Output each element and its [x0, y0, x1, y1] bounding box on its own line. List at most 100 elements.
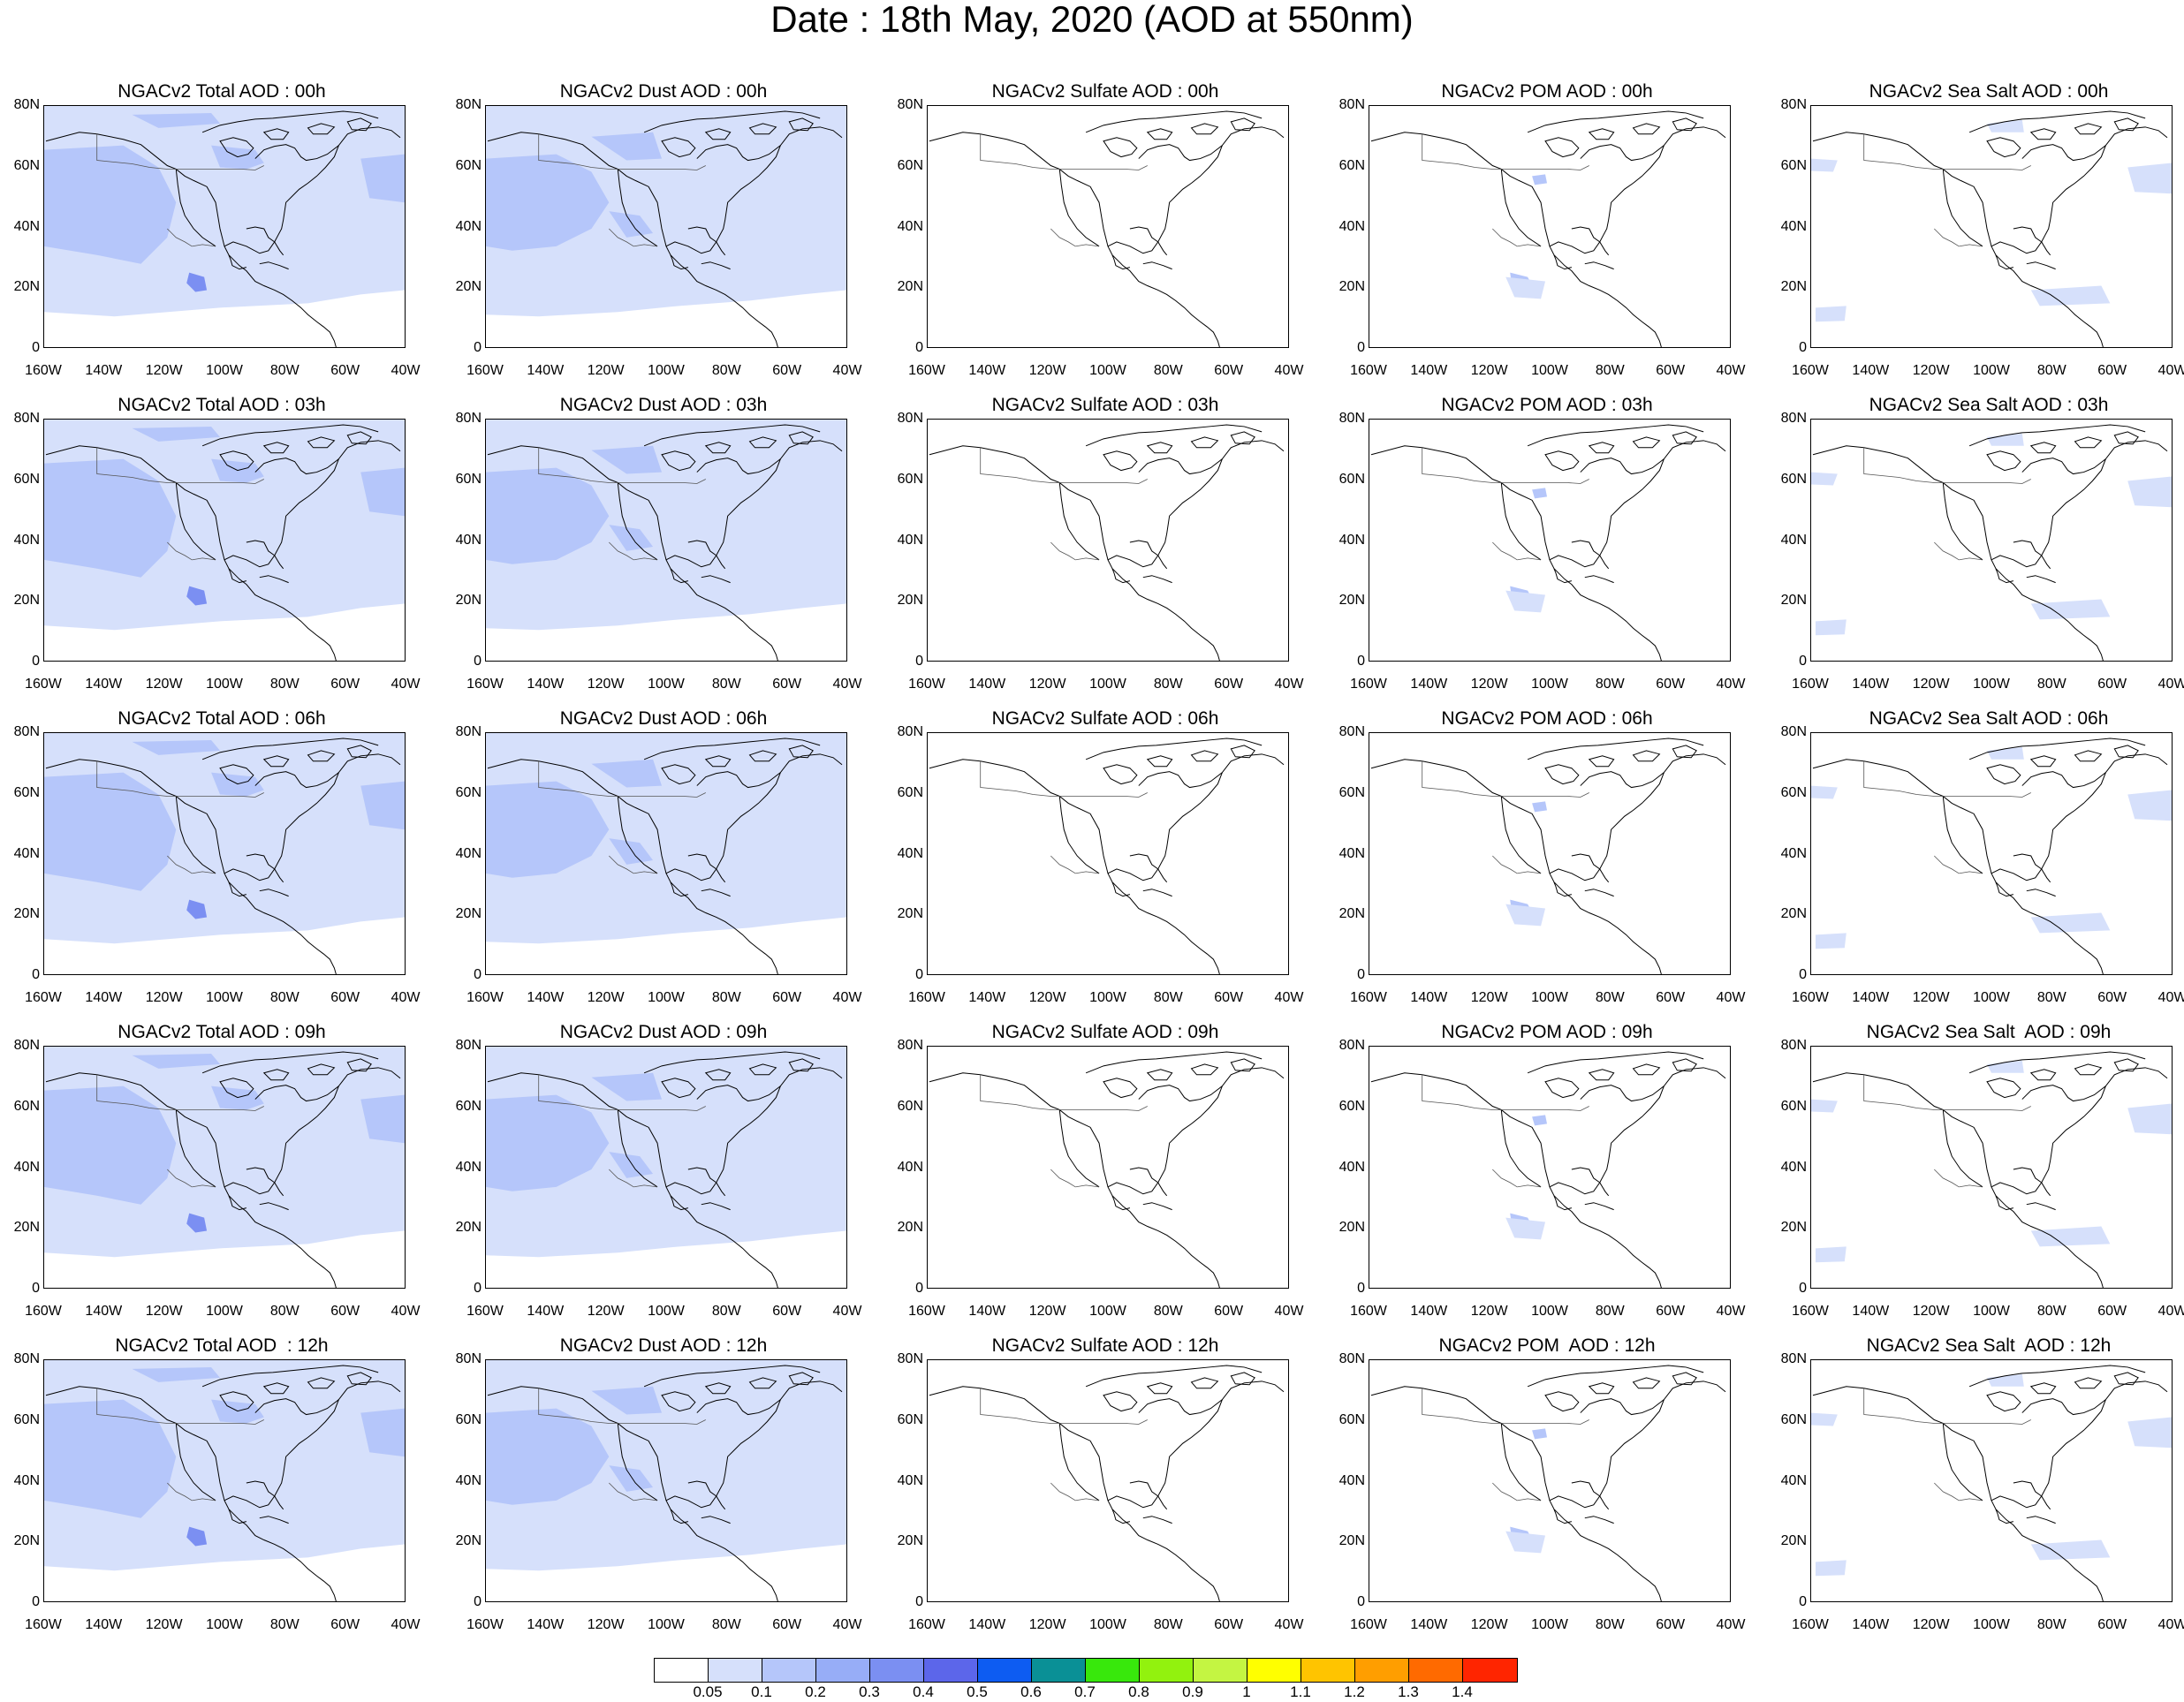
lon-tick-label: 60W [1214, 677, 1244, 692]
coastline [274, 555, 284, 570]
coastline [1138, 1381, 1285, 1416]
coastline [1157, 241, 1168, 256]
coastline [696, 1067, 843, 1102]
coastline [2074, 750, 2103, 762]
coastline [1942, 169, 1983, 247]
country-border [618, 792, 706, 798]
lat-tick-label: 60N [897, 784, 923, 800]
coastline [1544, 137, 1580, 158]
coastline [254, 126, 401, 162]
aod-shading [486, 1094, 610, 1191]
map-panel: NGACv2 POM AOD : 03h 80N 60N 40N 20N 0 160W 140… [1326, 395, 1768, 713]
coastline [1584, 1516, 1614, 1524]
lon-tick-label: 80W [711, 677, 741, 692]
aod-shading [1505, 276, 1546, 299]
colorbar-swatch [1194, 1659, 1247, 1682]
country-border [1501, 792, 1589, 798]
coastline [2013, 226, 2043, 243]
lon-tick-label: 120W [1912, 1617, 1950, 1632]
lon-tick-label: 60W [330, 990, 360, 1005]
panel-title: NGACv2 Dust AOD : 06h [559, 708, 768, 729]
lon-tick-label: 60W [330, 1304, 360, 1319]
coastline [1146, 755, 1173, 768]
lon-tick-label: 80W [711, 1304, 741, 1319]
coastline [788, 745, 814, 759]
coastline [1142, 1202, 1172, 1211]
country-border [1050, 1169, 1076, 1188]
coastline [1138, 1067, 1285, 1102]
lon-tick-label: 160W [1792, 677, 1829, 692]
country-border [1050, 1482, 1076, 1502]
coastline [748, 750, 777, 762]
colorbar-swatch [1355, 1659, 1409, 1682]
aod-map [44, 733, 405, 974]
country-border [1863, 133, 1944, 170]
map-plot-area [1369, 1046, 1731, 1289]
coastline [1632, 1377, 1661, 1389]
coastline [748, 1063, 777, 1076]
lon-tick-label: 120W [1028, 1304, 1066, 1319]
lon-tick-label: 100W [1973, 990, 2010, 1005]
coastline [1111, 1195, 1130, 1211]
coastline [1157, 1182, 1168, 1197]
aod-shading [360, 781, 405, 830]
lon-tick-label: 60W [1656, 677, 1686, 692]
map-plot-area [43, 105, 406, 348]
lat-tick-label: 20N [455, 1220, 482, 1236]
country-border [980, 447, 1060, 483]
aod-shading [1532, 174, 1548, 185]
lon-tick-label: 140W [85, 1617, 123, 1632]
coastline [1986, 764, 2021, 785]
lon-tick-label: 60W [1656, 1304, 1686, 1319]
coastline [175, 796, 216, 874]
country-border [1959, 1184, 1983, 1188]
lat-tick-label: 0 [915, 1281, 923, 1296]
colorbar-swatch [709, 1659, 762, 1682]
aod-shading [1532, 488, 1548, 499]
lon-tick-label: 80W [269, 990, 300, 1005]
lon-tick-label: 40W [832, 677, 862, 692]
lon-tick-label: 140W [1852, 677, 1890, 692]
lon-tick-label: 60W [772, 363, 802, 378]
lon-tick-label: 40W [1716, 1304, 1746, 1319]
coastline [1584, 261, 1614, 270]
coastline [1230, 1058, 1255, 1072]
aod-shading [44, 458, 177, 578]
coastline [224, 1399, 339, 1509]
lat-tick-label: 80N [1780, 411, 1807, 426]
coastline [2029, 442, 2057, 454]
aod-shading [591, 759, 663, 788]
lon-tick-label: 160W [908, 677, 945, 692]
coastline [661, 137, 696, 158]
lon-tick-label: 140W [1852, 1617, 1890, 1632]
coastline [1058, 482, 1100, 561]
lat-tick-label: 60N [13, 157, 40, 173]
lon-tick-label: 80W [1153, 990, 1183, 1005]
lon-tick-label: 60W [772, 677, 802, 692]
coastline [219, 1391, 254, 1412]
lat-tick-label: 80N [1780, 724, 1807, 739]
coastline [1527, 738, 1704, 760]
coastline [696, 753, 843, 789]
map-plot-area [485, 1359, 847, 1602]
lat-tick-label: 40N [897, 1472, 923, 1488]
map-panel: NGACv2 Sea Salt AOD : 03h 80N 60N 40N 20N 0 16… [1768, 395, 2184, 713]
lon-tick-label: 140W [527, 677, 565, 692]
coastline [1632, 123, 1661, 135]
aod-shading [44, 1399, 177, 1518]
aod-shading [132, 739, 221, 755]
country-border [1075, 1184, 1100, 1188]
aod-map [929, 110, 1285, 347]
panel-title: NGACv2 Dust AOD : 12h [559, 1335, 768, 1356]
aod-map [44, 1047, 405, 1288]
lat-tick-label: 40N [1780, 1159, 1807, 1175]
lat-tick-label: 60N [1338, 784, 1365, 800]
lon-tick-label: 80W [269, 677, 300, 692]
coastline [262, 1069, 290, 1081]
country-border [1943, 165, 2031, 170]
coastline [175, 1423, 216, 1502]
coastline [2021, 440, 2168, 475]
lon-tick-label: 80W [1595, 990, 1625, 1005]
coastline [1103, 764, 1138, 785]
country-border [96, 1074, 177, 1110]
